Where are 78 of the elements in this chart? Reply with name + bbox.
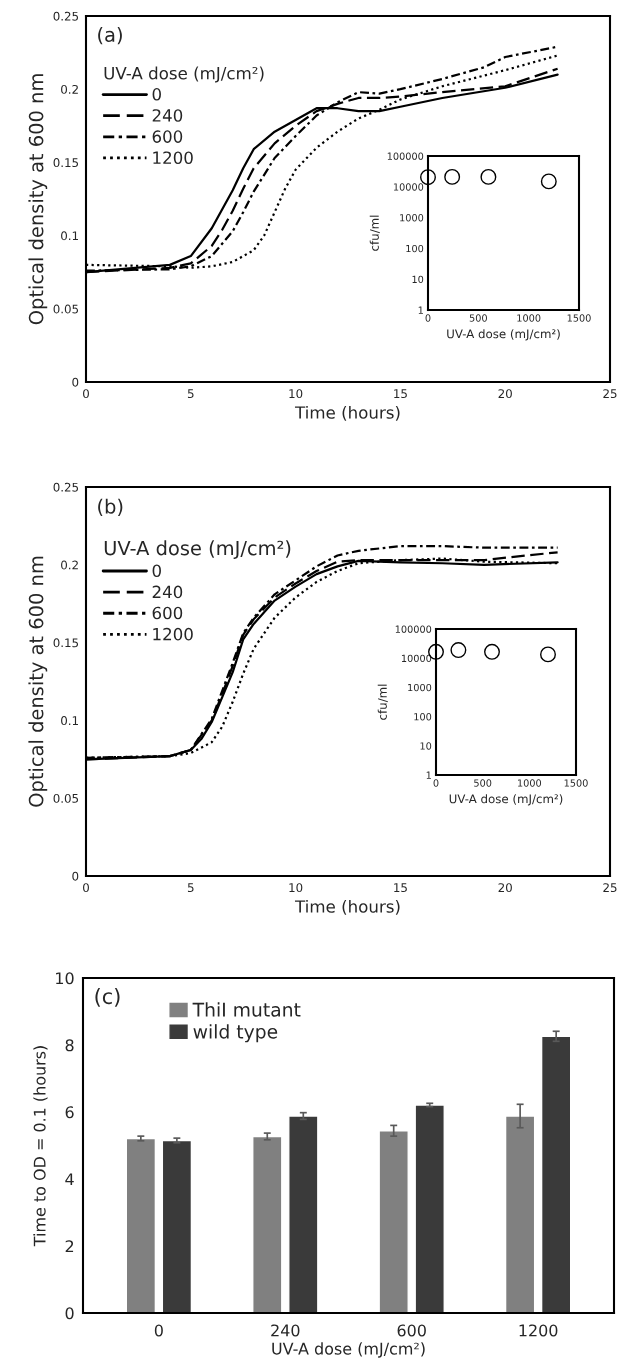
y-tick-label: 0.15 — [53, 158, 79, 168]
y-axis-title: Optical density at 600 nm — [28, 74, 48, 325]
y-tick-label: 100000 — [387, 152, 424, 160]
legend-label: 0 — [152, 88, 161, 101]
x-tick-label: 0 — [154, 1324, 163, 1337]
x-tick-label: 5 — [187, 389, 194, 399]
y-axis-title: cfu/ml — [377, 684, 388, 720]
legend-label: 600 — [152, 130, 183, 143]
x-tick-label: 20 — [498, 389, 512, 399]
y-tick-label: 0.25 — [53, 482, 79, 492]
y-tick-label: 8 — [65, 1039, 74, 1052]
x-tick-label: 0 — [83, 389, 89, 399]
x-tick-label: 0 — [433, 779, 439, 787]
x-tick-label: 1500 — [564, 779, 588, 787]
x-tick-label: 10 — [289, 389, 303, 399]
x-axis-title: UV-A dose (mJ/cm²) — [447, 329, 560, 341]
y-tick-label: 0.05 — [53, 793, 79, 803]
x-axis-title: Time (hours) — [294, 899, 400, 915]
annotation: (a) — [98, 27, 122, 45]
y-tick-label: 0 — [72, 377, 79, 387]
y-tick-label: 100 — [414, 713, 432, 721]
y-tick-label: 10 — [420, 742, 432, 750]
x-tick-label: 1200 — [519, 1324, 558, 1337]
y-tick-label: 0.1 — [61, 231, 78, 241]
y-tick-label: 0.15 — [53, 638, 79, 648]
y-tick-label: 10 — [412, 275, 424, 284]
y-tick-label: 4 — [65, 1173, 74, 1186]
y-tick-label: 0.2 — [61, 560, 78, 570]
annotation: (b) — [98, 498, 123, 517]
y-tick-label: 2 — [65, 1240, 74, 1253]
y-tick-label: 0.05 — [53, 304, 79, 314]
y-axis-title: Time to OD = 0.1 (hours) — [33, 1046, 48, 1247]
y-tick-label: 0.2 — [61, 84, 78, 94]
x-tick-label: 1000 — [517, 314, 541, 322]
y-tick-label: 0.1 — [61, 716, 78, 726]
legend-label: ThiI mutant — [192, 1002, 301, 1017]
x-tick-label: 15 — [394, 883, 407, 893]
x-tick-label: 25 — [603, 883, 617, 893]
x-axis-title: UV-A dose (mJ/cm²) — [272, 1342, 425, 1358]
x-tick-label: 500 — [469, 314, 487, 322]
y-tick-label: 6 — [65, 1106, 74, 1119]
y-tick-label: 0 — [72, 871, 79, 881]
y-axis-title: Optical density at 600 nm — [28, 556, 48, 807]
legend-title: UV-A dose (mJ/cm²) — [104, 66, 264, 83]
y-axis-title: cfu/ml — [369, 215, 380, 251]
legend-label: 1200 — [153, 151, 193, 165]
x-axis-title: Time (hours) — [294, 405, 400, 421]
legend-label: wild type — [193, 1024, 278, 1043]
legend-label: 0 — [152, 564, 161, 578]
x-tick-label: 240 — [271, 1324, 300, 1337]
legend-label: 240 — [152, 585, 183, 599]
legend-title: UV-A dose (mJ/cm²) — [104, 540, 291, 560]
y-tick-label: 10 — [56, 972, 74, 985]
y-tick-label: 10000 — [401, 654, 432, 663]
x-tick-label: 10 — [289, 883, 303, 893]
x-tick-label: 0 — [83, 883, 89, 893]
annotation: (c) — [95, 988, 120, 1007]
y-tick-label: 1000 — [408, 683, 432, 692]
y-tick-label: 0 — [65, 1307, 74, 1320]
y-tick-label: 100 — [406, 244, 424, 253]
y-tick-label: 0.25 — [53, 11, 79, 21]
x-tick-label: 600 — [397, 1324, 426, 1337]
x-tick-label: 1500 — [567, 314, 591, 322]
y-tick-label: 1000 — [400, 214, 424, 222]
x-tick-label: 1000 — [518, 779, 542, 787]
legend-label: 240 — [152, 109, 183, 122]
y-tick-label: 1 — [418, 306, 423, 314]
x-tick-label: 5 — [187, 883, 194, 893]
x-tick-label: 20 — [498, 883, 512, 893]
y-tick-label: 1 — [426, 771, 431, 779]
legend-label: 600 — [152, 606, 183, 620]
y-tick-label: 10000 — [393, 183, 424, 191]
x-tick-label: 500 — [474, 779, 492, 787]
x-axis-title: UV-A dose (mJ/cm²) — [449, 794, 563, 806]
legend-label: 1200 — [153, 627, 193, 641]
x-tick-label: 15 — [394, 389, 407, 399]
y-tick-label: 100000 — [395, 625, 432, 633]
x-tick-label: 25 — [603, 389, 617, 399]
